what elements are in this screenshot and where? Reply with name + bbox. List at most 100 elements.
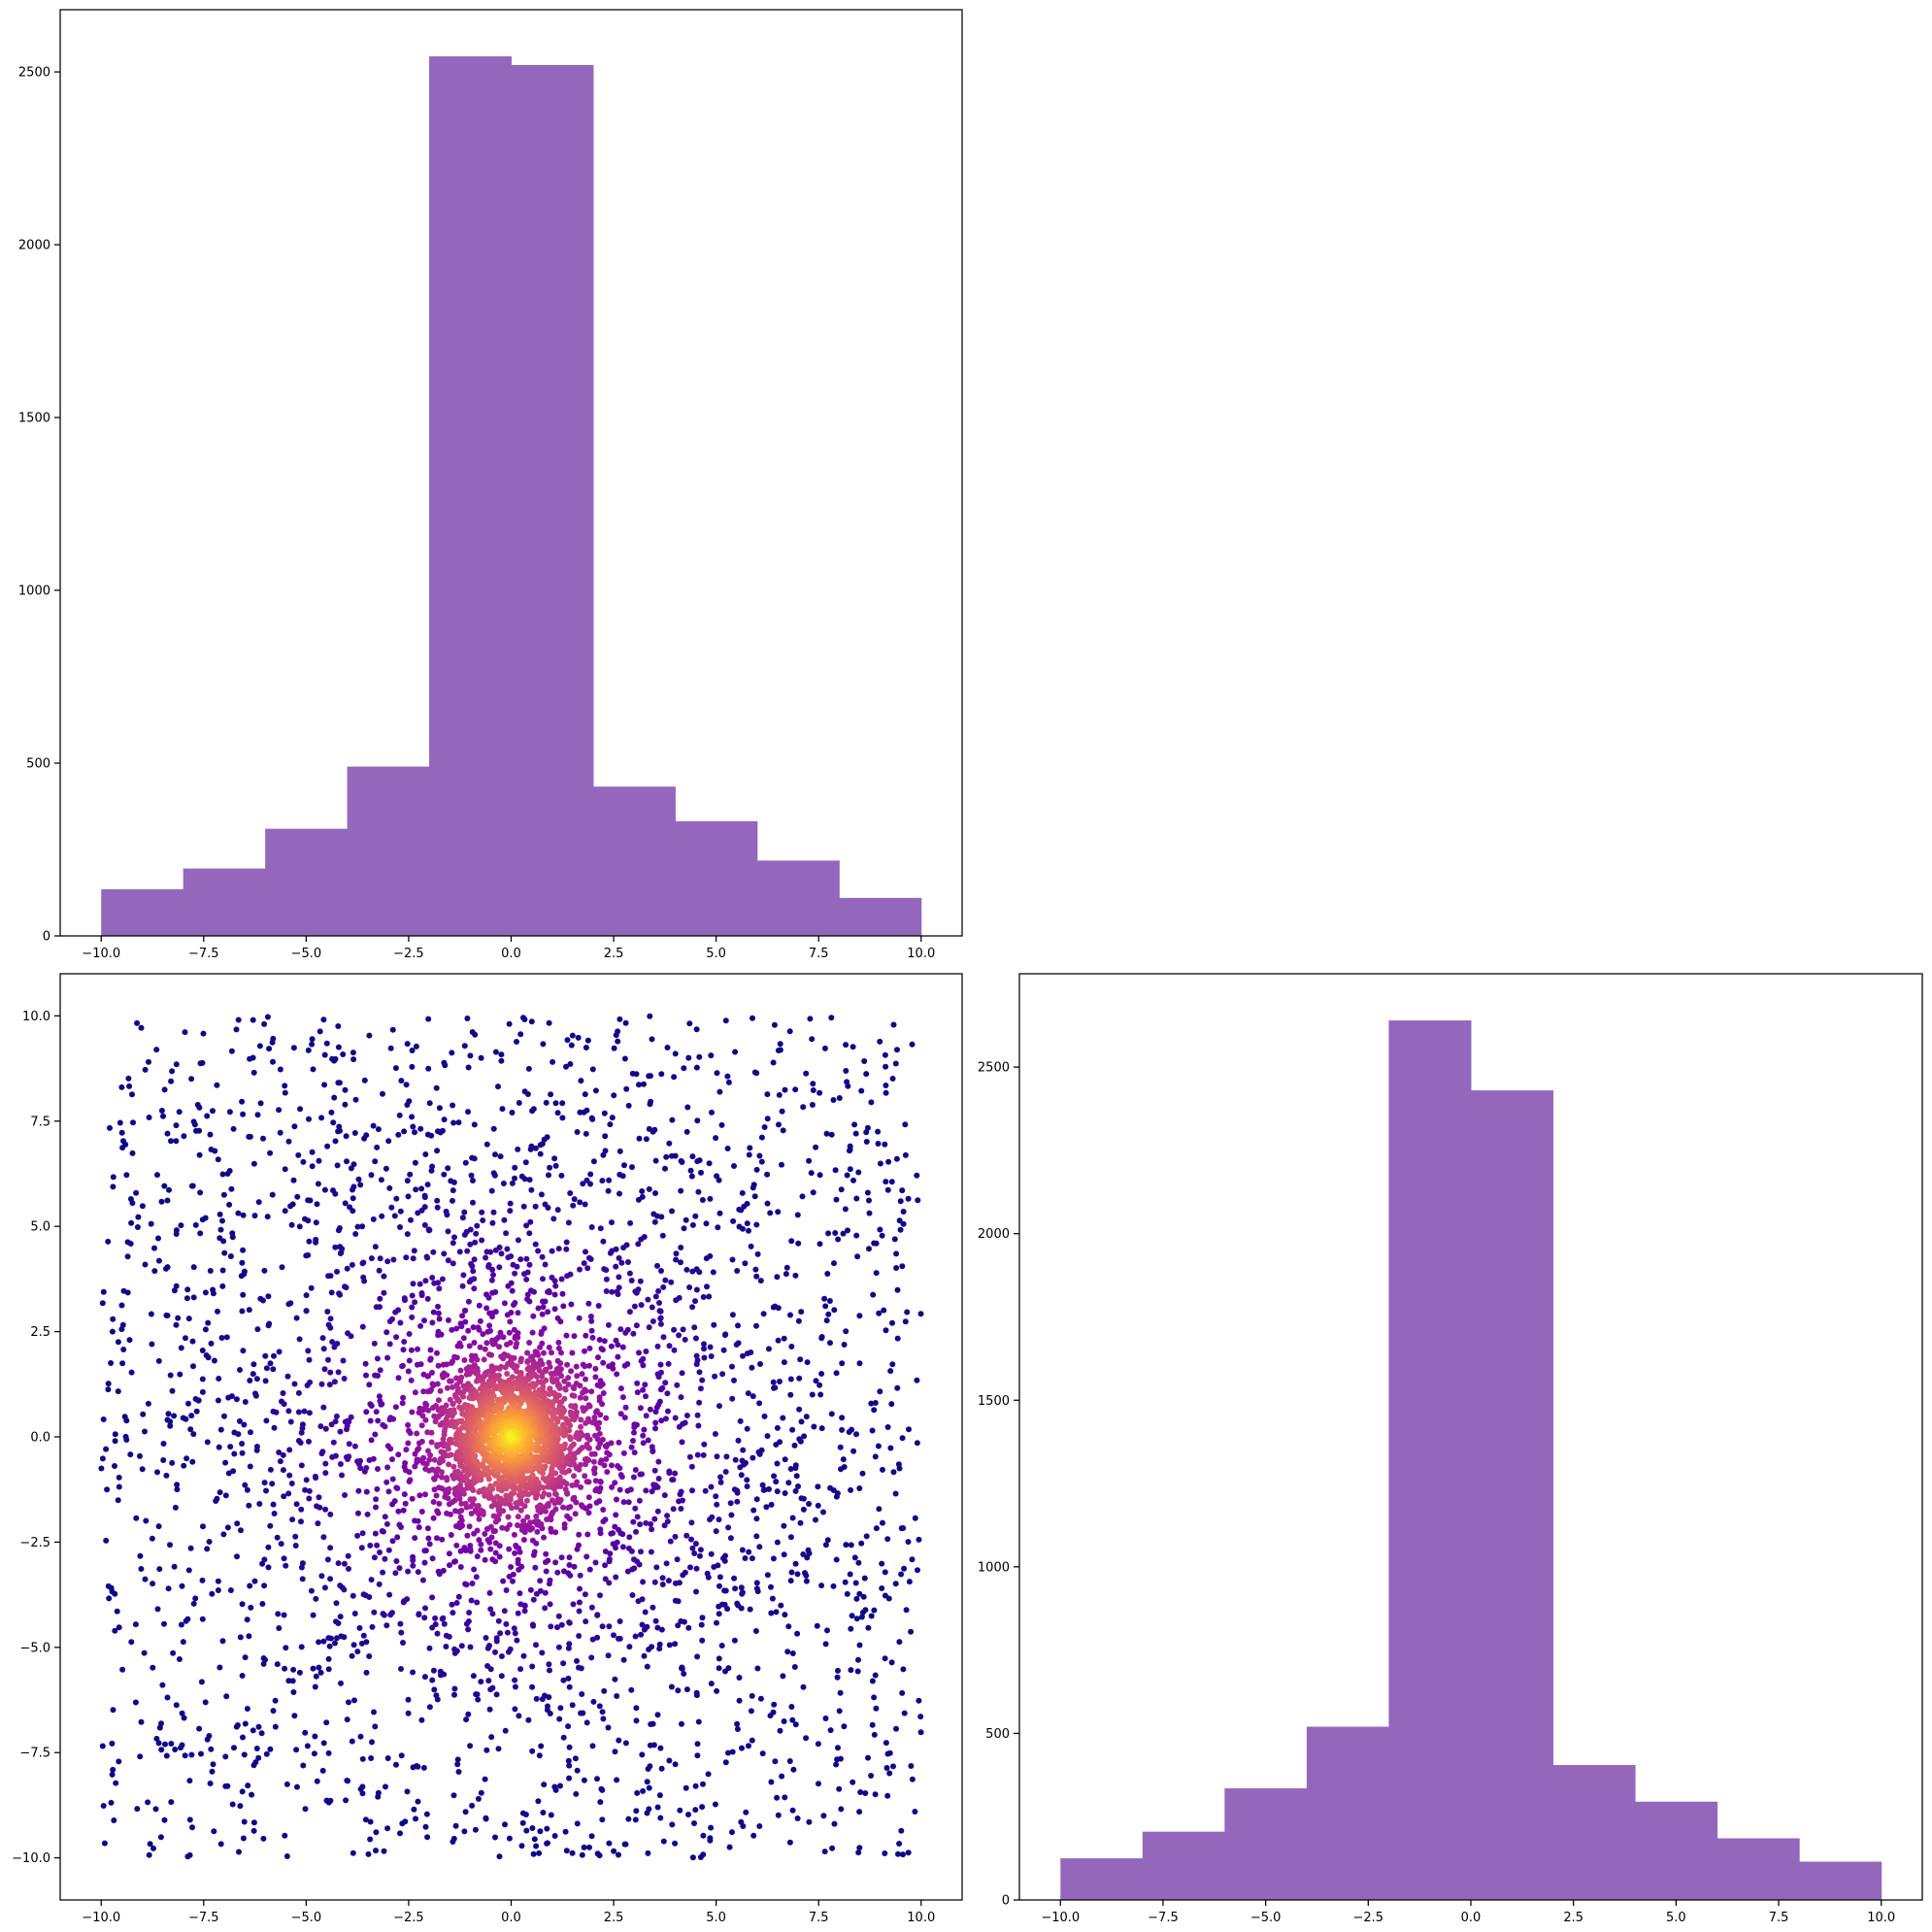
- scatter-point: [487, 1482, 494, 1489]
- scatter-point: [159, 1682, 166, 1688]
- scatter-point: [855, 1559, 862, 1566]
- scatter-point: [601, 1110, 608, 1116]
- scatter-point: [450, 1835, 457, 1842]
- scatter-point: [315, 1520, 321, 1527]
- scatter-point: [195, 1397, 202, 1404]
- scatter-point: [574, 1767, 581, 1774]
- scatter-point: [253, 1444, 260, 1449]
- scatter-point: [427, 1451, 434, 1458]
- scatter-point: [496, 1853, 503, 1860]
- scatter-point: [856, 1590, 863, 1597]
- scatter-point: [700, 1451, 707, 1458]
- scatter-point: [402, 1818, 409, 1825]
- scatter-point: [697, 1385, 704, 1392]
- scatter-point: [286, 1472, 293, 1479]
- scatter-point: [524, 1091, 531, 1097]
- scatter-point: [500, 1508, 507, 1515]
- scatter-point: [138, 1718, 145, 1725]
- scatter-point: [583, 1249, 588, 1255]
- scatter-point: [224, 1171, 231, 1177]
- scatter-point: [670, 1506, 677, 1513]
- x-tick-label: 5.0: [706, 947, 726, 961]
- scatter-point: [824, 1537, 831, 1544]
- scatter-point: [770, 1709, 777, 1715]
- scatter-point: [823, 1317, 830, 1324]
- scatter-point: [517, 1256, 524, 1263]
- scatter-point: [440, 1615, 447, 1621]
- scatter-point: [563, 1246, 570, 1252]
- scatter-point: [383, 1329, 390, 1336]
- scatter-point: [555, 1345, 562, 1351]
- scatter-point: [466, 1343, 473, 1349]
- scatter-point: [588, 1450, 595, 1457]
- scatter-point: [664, 1513, 671, 1519]
- scatter-point: [417, 1125, 424, 1132]
- scatter-point: [843, 1328, 849, 1335]
- scatter-point: [354, 1223, 361, 1230]
- scatter-point: [694, 1117, 701, 1124]
- scatter-point: [530, 1361, 537, 1368]
- scatter-point: [597, 1378, 604, 1384]
- scatter-point: [247, 1378, 253, 1383]
- scatter-point: [569, 1849, 576, 1856]
- scatter-point: [756, 1544, 763, 1550]
- scatter-point: [904, 1309, 911, 1316]
- scatter-point: [514, 1637, 520, 1644]
- scatter-point: [767, 1210, 774, 1216]
- scatter-point: [901, 1565, 908, 1572]
- scatter-point: [764, 1091, 771, 1098]
- scatter-point: [673, 1297, 680, 1304]
- scatter-point: [830, 1582, 837, 1589]
- scatter-point: [398, 1666, 404, 1672]
- scatter-point: [905, 1849, 912, 1856]
- scatter-point: [590, 1698, 597, 1705]
- scatter-point: [779, 1773, 785, 1780]
- scatter-point: [854, 1668, 861, 1675]
- scatter-point: [442, 1062, 449, 1069]
- scatter-point: [506, 1020, 513, 1027]
- scatter-point: [693, 1026, 700, 1033]
- scatter-point: [805, 1547, 812, 1553]
- scatter-point: [792, 1560, 799, 1567]
- scatter-point: [341, 1560, 348, 1567]
- scatter-point: [434, 1508, 441, 1515]
- scatter-point: [470, 1178, 476, 1183]
- scatter-point: [871, 1407, 878, 1414]
- scatter-point: [537, 1150, 544, 1157]
- scatter-point: [451, 1234, 457, 1241]
- scatter-point: [693, 1286, 700, 1293]
- scatter-point: [833, 1196, 840, 1203]
- scatter-point: [405, 1368, 412, 1375]
- scatter-point: [282, 1665, 288, 1672]
- scatter-point: [860, 1593, 867, 1600]
- scatter-point: [376, 1393, 383, 1400]
- scatter-point: [665, 1408, 671, 1415]
- scatter-point: [252, 1392, 259, 1399]
- scatter-point: [172, 1747, 179, 1752]
- scatter-point: [538, 1331, 545, 1337]
- scatter-point: [451, 1691, 457, 1698]
- scatter-point: [701, 1346, 707, 1352]
- scatter-point: [667, 1538, 674, 1545]
- scatter-point: [372, 1530, 379, 1537]
- scatter-point: [485, 1294, 492, 1301]
- scatter-point: [782, 1456, 788, 1463]
- scatter-point: [383, 1783, 388, 1790]
- scatter-point: [476, 1537, 483, 1544]
- scatter-point: [857, 1789, 864, 1795]
- scatter-point: [461, 1357, 468, 1363]
- scatter-point: [535, 1351, 542, 1358]
- scatter-point: [428, 1167, 435, 1174]
- scatter-point: [555, 1613, 562, 1619]
- scatter-point: [275, 1611, 282, 1617]
- scatter-point: [825, 1311, 832, 1317]
- scatter-point: [583, 1332, 589, 1339]
- scatter-point: [250, 1727, 256, 1734]
- scatter-point: [716, 1655, 722, 1662]
- scatter-point: [222, 1492, 229, 1499]
- scatter-point: [416, 1611, 422, 1617]
- scatter-point: [784, 1649, 791, 1655]
- scatter-point: [262, 1352, 269, 1359]
- scatter-point: [616, 1274, 622, 1281]
- scatter-point: [779, 1108, 785, 1115]
